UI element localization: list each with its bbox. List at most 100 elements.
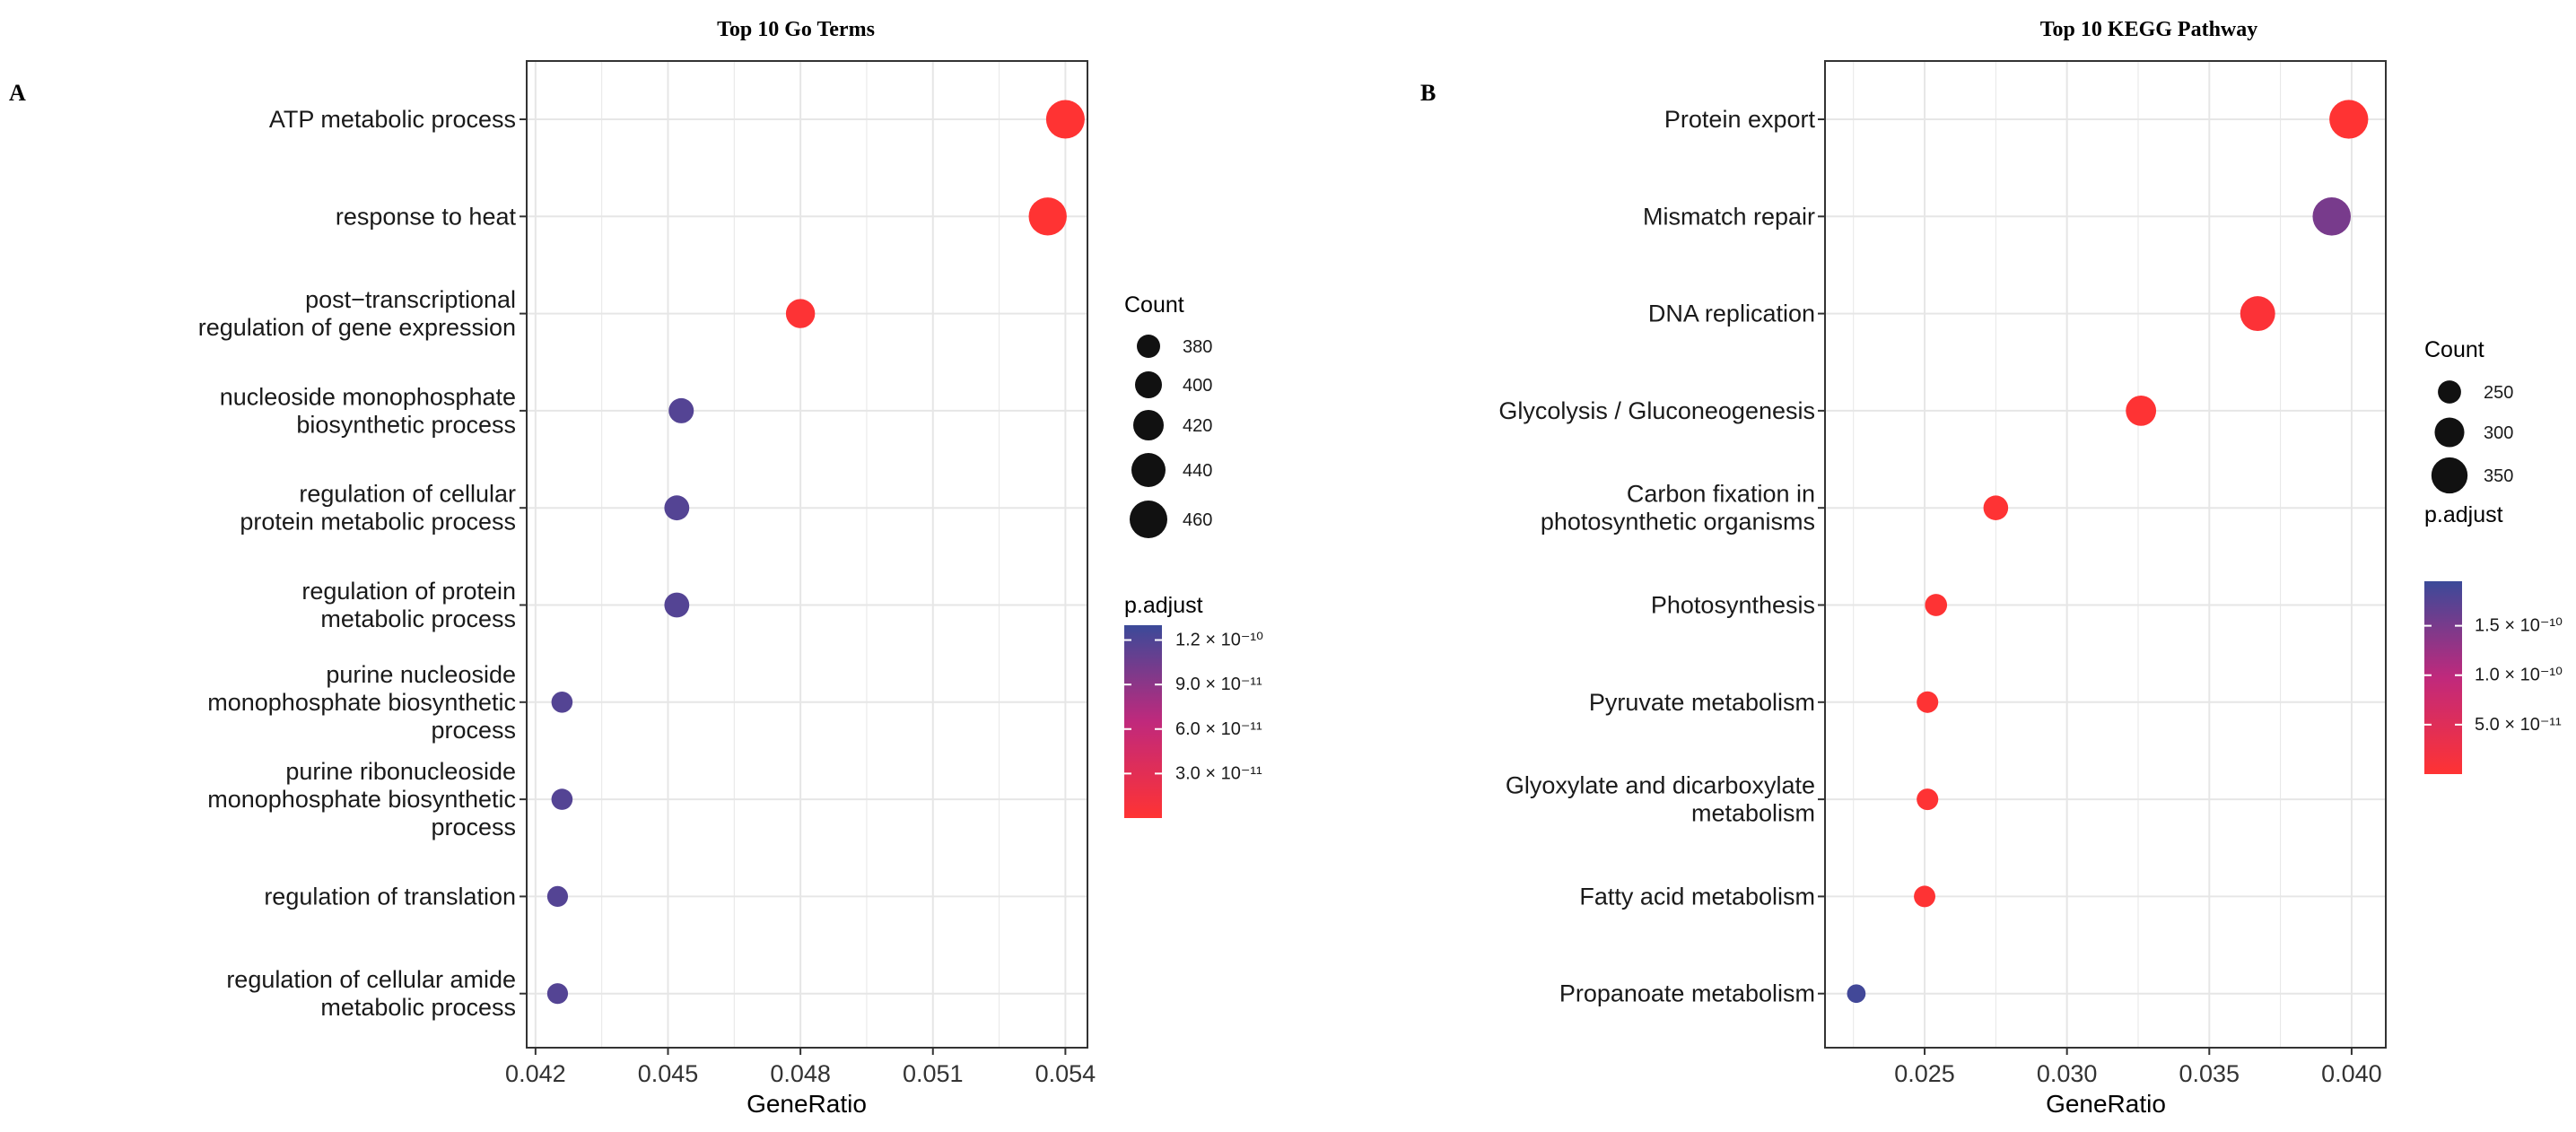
colorbar-label: 1.2 × 10⁻¹⁰ [1175,631,1263,650]
category-label: purine ribonucleoside [285,758,516,785]
category-label: Protein export [1664,106,1816,133]
category-label: monophosphate biosynthetic [207,689,516,716]
data-point [664,592,690,618]
category-label: Glyoxylate and dicarboxylate [1506,772,1815,799]
data-point [2240,296,2275,332]
panel-a-size-legend-title: Count [1124,292,1184,318]
category-label: response to heat [336,203,517,230]
panel-a-letter: A [9,80,26,106]
panel-a-color-legend-ticks: 3.0 × 10⁻¹¹ 6.0 × 10⁻¹¹ 9.0 × 10⁻¹¹ 1.2 × 1… [1124,631,1263,783]
panel-a: Top 10 Go Terms A ATP metabolic process r… [9,18,1263,1118]
data-point [785,299,816,328]
data-point [2329,100,2369,139]
panel-a-plot-frame [526,60,1088,1049]
size-legend-dot [1135,371,1162,398]
category-label: Pyruvate metabolism [1589,689,1815,716]
category-label: DNA replication [1648,300,1815,327]
size-legend-label: 400 [1183,376,1212,396]
category-label: biosynthetic process [296,411,516,438]
category-label: regulation of cellular [299,481,516,508]
panel-b-title: Top 10 KEGG Pathway [2040,18,2258,41]
colorbar-label: 1.0 × 10⁻¹⁰ [2475,666,2563,685]
panel-a-color-legend-title: p.adjust [1124,593,1203,618]
panel-b-gridlines [1825,61,2386,1048]
size-legend-dot [2434,417,2465,448]
category-label: regulation of translation [264,883,516,910]
data-point [1045,100,1085,139]
data-point [546,885,569,908]
data-point [1917,691,1939,713]
panel-b-x-ticks: 0.025 0.030 0.035 0.040 [1894,1048,2382,1087]
size-legend-label: 440 [1183,461,1212,481]
size-legend-label: 300 [2484,423,2513,443]
category-label: Glycolysis / Gluconeogenesis [1498,397,1815,424]
category-label: regulation of protein [301,578,516,605]
category-label: monophosphate biosynthetic [207,786,516,813]
x-tick-label: 0.045 [638,1060,699,1087]
x-tick-label: 0.040 [2321,1060,2382,1087]
panel-a-x-ticks: 0.042 0.045 0.048 0.051 0.054 [505,1048,1096,1087]
data-point [551,788,573,810]
x-tick-label: 0.042 [505,1060,566,1087]
size-legend-dot [2438,380,2461,404]
size-legend-dot [1131,453,1166,487]
panel-b-color-legend-ticks: 5.0 × 10⁻¹¹ 1.0 × 10⁻¹⁰ 1.5 × 10⁻¹⁰ [2424,616,2563,735]
panel-a-colorbar [1124,625,1162,818]
panel-a-category-labels: ATP metabolic process response to heat pos… [198,106,527,1021]
category-label: process [431,814,516,840]
panel-a-size-legend: 380 400 420 440 460 [1130,335,1212,538]
colorbar-label: 5.0 × 10⁻¹¹ [2475,715,2562,735]
category-label: Propanoate metabolism [1559,980,1815,1007]
category-label: nucleoside monophosphate [220,383,516,410]
category-label: purine nucleoside [326,661,516,688]
category-label: metabolism [1691,800,1815,827]
panel-b-category-labels: Protein export Mismatch repair DNA replica… [1498,106,1825,1007]
colorbar-label: 3.0 × 10⁻¹¹ [1175,763,1262,783]
panel-a-points [546,100,1085,1005]
panel-b-plot-frame [1824,60,2387,1049]
size-legend-label: 420 [1183,416,1212,436]
x-tick-label: 0.051 [903,1060,964,1087]
x-tick-label: 0.035 [2179,1060,2240,1087]
panel-b-colorbar [2424,581,2462,774]
category-label: process [431,717,516,744]
x-tick-label: 0.025 [1894,1060,1955,1087]
x-tick-label: 0.054 [1035,1060,1096,1087]
panel-a-x-axis-title: GeneRatio [747,1090,867,1118]
category-label: metabolic process [320,994,516,1021]
panel-b-size-legend-title: Count [2424,337,2484,362]
category-label: Fatty acid metabolism [1579,883,1815,910]
data-point [1983,495,2009,520]
category-label: Carbon fixation in [1627,481,1815,508]
category-label: regulation of gene expression [198,314,516,341]
category-label: photosynthetic organisms [1541,509,1815,536]
panel-b-points [1847,100,2369,1004]
category-label: metabolic process [320,605,516,632]
data-point [1917,788,1939,811]
data-point [1028,197,1067,236]
category-label: ATP metabolic process [269,106,516,133]
category-label: Mismatch repair [1643,203,1815,230]
panel-b-size-legend: 250 300 350 [2431,380,2513,494]
panel-a-gridlines [527,61,1087,1048]
data-point [664,495,690,521]
panel-b: Top 10 KEGG Pathway B Protein export Mism… [1420,18,2563,1118]
category-label: regulation of cellular amide [226,966,516,993]
data-point [1847,984,1866,1004]
panel-b-letter: B [1420,80,1436,106]
size-legend-label: 350 [2484,466,2513,486]
data-point [668,397,694,423]
data-point [1914,885,1936,908]
panel-a-title: Top 10 Go Terms [717,18,875,41]
data-point [2312,197,2351,236]
x-tick-label: 0.048 [770,1060,831,1087]
category-label: Photosynthesis [1651,592,1815,619]
panel-b-x-axis-title: GeneRatio [2046,1090,2166,1118]
size-legend-dot [1133,410,1164,440]
category-label: protein metabolic process [240,509,516,536]
colorbar-label: 1.5 × 10⁻¹⁰ [2475,616,2563,636]
data-point [2126,395,2157,426]
size-legend-label: 250 [2484,383,2513,403]
data-point [1925,594,1948,616]
